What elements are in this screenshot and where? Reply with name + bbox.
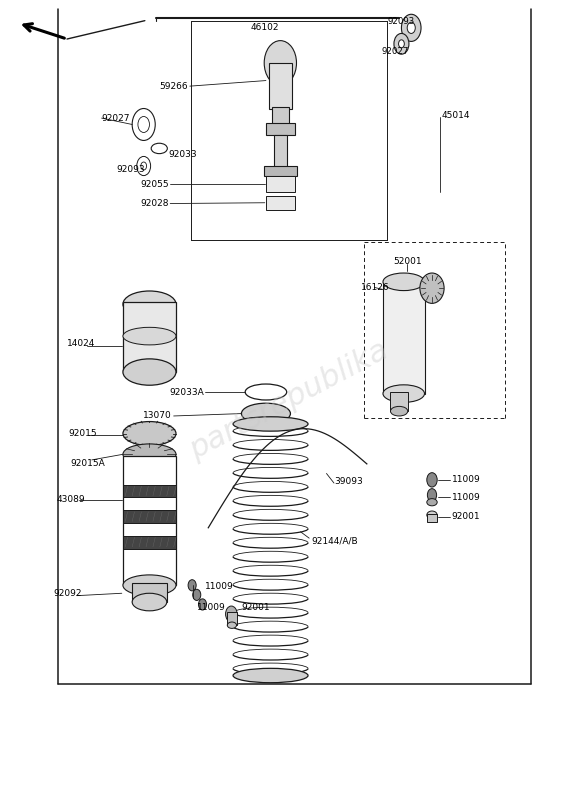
- Text: 16126: 16126: [361, 283, 390, 292]
- Ellipse shape: [383, 273, 424, 290]
- Text: 92144/A/B: 92144/A/B: [311, 536, 358, 545]
- Text: 92015A: 92015A: [70, 458, 105, 467]
- Ellipse shape: [242, 403, 290, 424]
- Circle shape: [132, 109, 155, 141]
- Text: 13070: 13070: [143, 411, 172, 421]
- Text: 92093: 92093: [116, 166, 144, 174]
- Text: 92027: 92027: [382, 47, 409, 56]
- Text: 92055: 92055: [140, 180, 169, 189]
- Circle shape: [264, 41, 297, 86]
- Bar: [427, 514, 437, 522]
- Text: 39093: 39093: [334, 477, 363, 486]
- Text: 46102: 46102: [250, 23, 279, 32]
- Ellipse shape: [227, 622, 236, 629]
- Text: 92028: 92028: [140, 199, 169, 208]
- Circle shape: [427, 489, 436, 502]
- Circle shape: [141, 162, 147, 170]
- Text: 92027: 92027: [102, 114, 130, 123]
- Text: 14024: 14024: [67, 338, 95, 348]
- Text: 92033: 92033: [168, 150, 197, 158]
- Text: partsrepublika: partsrepublika: [184, 335, 394, 465]
- Circle shape: [137, 157, 151, 175]
- Text: 92033A: 92033A: [169, 387, 203, 397]
- Circle shape: [192, 590, 201, 601]
- Circle shape: [402, 14, 421, 42]
- Circle shape: [188, 580, 196, 591]
- Circle shape: [407, 22, 415, 34]
- Text: 11009: 11009: [197, 603, 225, 612]
- Ellipse shape: [123, 444, 176, 465]
- Ellipse shape: [427, 511, 437, 519]
- Bar: [274, 135, 287, 169]
- Circle shape: [394, 34, 409, 54]
- Ellipse shape: [123, 359, 176, 386]
- Circle shape: [399, 40, 405, 48]
- Ellipse shape: [420, 273, 444, 303]
- Text: 43089: 43089: [57, 495, 85, 504]
- Bar: [266, 195, 295, 210]
- Bar: [266, 123, 295, 135]
- Ellipse shape: [233, 417, 308, 431]
- Circle shape: [198, 599, 206, 610]
- Bar: [269, 63, 292, 109]
- Bar: [264, 166, 297, 176]
- Text: 92015: 92015: [68, 429, 97, 438]
- Ellipse shape: [123, 327, 176, 345]
- Text: 45014: 45014: [442, 111, 470, 120]
- Bar: [272, 107, 289, 125]
- Ellipse shape: [123, 291, 176, 318]
- Circle shape: [225, 606, 237, 622]
- Bar: [123, 510, 176, 523]
- Bar: [266, 176, 295, 192]
- Ellipse shape: [233, 668, 308, 682]
- Ellipse shape: [391, 406, 408, 416]
- Bar: [123, 485, 176, 498]
- Bar: [123, 536, 176, 549]
- Text: 92092: 92092: [54, 589, 82, 598]
- Bar: [391, 392, 408, 411]
- Bar: [132, 583, 167, 602]
- Ellipse shape: [123, 422, 176, 446]
- Bar: [383, 282, 424, 394]
- Ellipse shape: [383, 385, 424, 402]
- Text: 52001: 52001: [393, 257, 421, 266]
- Text: 11009: 11009: [205, 582, 234, 591]
- Ellipse shape: [123, 575, 176, 596]
- Bar: [123, 302, 176, 372]
- Text: 11009: 11009: [451, 493, 480, 502]
- Bar: [123, 456, 176, 586]
- Text: 11009: 11009: [451, 475, 480, 484]
- Ellipse shape: [427, 498, 437, 506]
- Circle shape: [427, 473, 437, 487]
- Ellipse shape: [132, 594, 167, 611]
- Circle shape: [138, 117, 150, 133]
- Text: 92093: 92093: [388, 17, 415, 26]
- Text: 92001: 92001: [451, 512, 480, 521]
- Bar: [227, 613, 236, 626]
- Text: 59266: 59266: [160, 82, 188, 90]
- Text: 92001: 92001: [242, 603, 271, 612]
